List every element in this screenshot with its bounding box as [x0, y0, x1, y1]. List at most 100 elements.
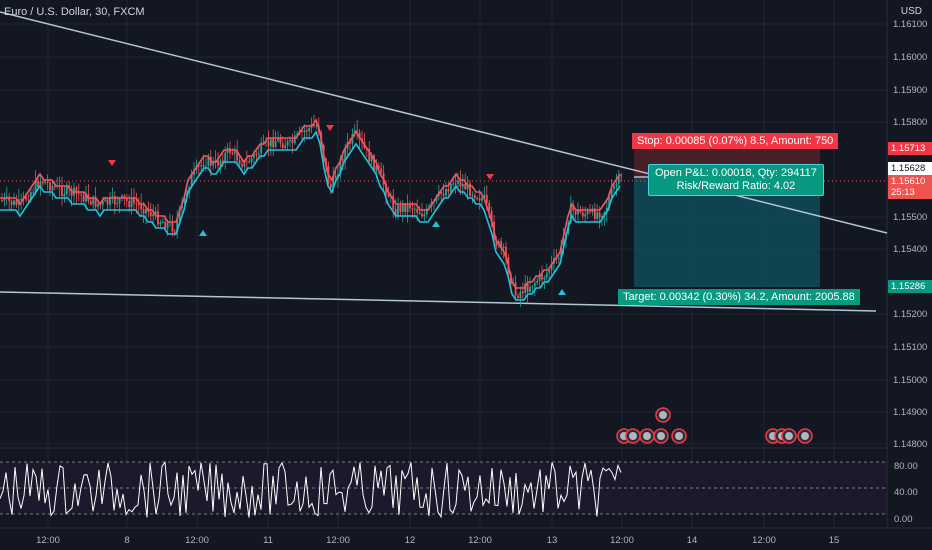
- economic-events[interactable]: [616, 407, 813, 444]
- candle-body: [20, 198, 23, 200]
- candle-body: [44, 182, 47, 184]
- candle-body: [404, 204, 407, 212]
- candle-body: [329, 184, 332, 188]
- candle-body: [332, 175, 335, 188]
- price-tick-label: 1.15200: [893, 309, 927, 320]
- lower-trendline[interactable]: [0, 291, 877, 312]
- candle-body: [370, 155, 373, 162]
- candle-body: [61, 187, 63, 197]
- candle-body: [257, 153, 260, 155]
- candle-body: [358, 132, 361, 139]
- candle-body: [380, 168, 383, 173]
- candle-body: [171, 222, 174, 232]
- candle-body: [80, 194, 83, 196]
- candle-body: [543, 277, 546, 280]
- price-tick-label: 1.16000: [893, 52, 927, 63]
- candle-body: [608, 197, 611, 208]
- candle-body: [572, 204, 575, 211]
- candle-body: [500, 241, 503, 249]
- candle-body: [243, 161, 246, 167]
- candle-body: [397, 205, 399, 216]
- candle-body: [514, 282, 517, 296]
- candle-body: [159, 222, 162, 225]
- candle-body: [517, 295, 519, 299]
- candle-body: [197, 165, 200, 167]
- candle-body: [46, 182, 49, 184]
- candle-body: [526, 283, 529, 292]
- candle-body: [418, 212, 421, 214]
- upper-trendline[interactable]: [0, 11, 888, 234]
- time-tick-label: 8: [124, 535, 129, 546]
- candle-body: [238, 160, 241, 164]
- candle-body: [524, 283, 527, 293]
- candle-body: [145, 208, 147, 214]
- candle-body: [303, 130, 306, 132]
- candle-body: [53, 186, 56, 188]
- bar-countdown: 25:13: [891, 187, 915, 198]
- candle-body: [123, 195, 126, 199]
- candle-body: [406, 203, 409, 212]
- candle-body: [505, 246, 507, 258]
- candle-body: [529, 287, 531, 292]
- candle-body: [202, 164, 205, 167]
- symbol-title[interactable]: Euro / U.S. Dollar, 30, FXCM: [4, 6, 145, 18]
- red-moving-average[interactable]: [0, 118, 621, 289]
- candle-body: [37, 180, 39, 188]
- candle-body: [620, 175, 623, 177]
- candle-body: [569, 204, 572, 223]
- candle-body: [248, 161, 251, 163]
- candle-body: [207, 156, 210, 166]
- candle-body: [274, 141, 277, 148]
- candle-body: [483, 194, 486, 198]
- candle-body: [349, 142, 351, 144]
- candle-body: [423, 214, 426, 217]
- candle-body: [27, 199, 30, 201]
- candle-body: [272, 138, 275, 148]
- candle-body: [106, 199, 109, 205]
- candle-body: [166, 222, 169, 229]
- candle-body: [536, 281, 539, 283]
- buy-signal-marker: [199, 230, 207, 236]
- candle-body: [613, 185, 615, 189]
- candle-body: [233, 150, 236, 154]
- candle-body: [140, 203, 143, 210]
- sell-signal-marker: [486, 174, 494, 180]
- candle-body: [589, 211, 591, 213]
- candle-body: [411, 208, 414, 210]
- candle-body: [610, 188, 613, 198]
- currency-label[interactable]: USD: [900, 6, 922, 17]
- candle-body: [25, 196, 27, 200]
- candle-body: [579, 209, 582, 213]
- candle-body: [593, 208, 596, 219]
- candle-body: [157, 211, 159, 225]
- candle-body: [586, 211, 589, 215]
- candle-body: [341, 159, 344, 161]
- candle-body: [442, 193, 445, 196]
- open-pl-label: Open P&L: 0.00018, Qty: 294117 Risk/Rewa…: [648, 164, 824, 196]
- cyan-moving-average[interactable]: [0, 130, 621, 301]
- candle-body: [416, 208, 419, 213]
- candle-body: [152, 214, 155, 217]
- candle-body: [178, 208, 181, 220]
- candle-body: [236, 150, 239, 161]
- time-tick-label: 12:00: [610, 535, 634, 546]
- time-tick-label: 12:00: [185, 535, 209, 546]
- candle-body: [560, 245, 563, 259]
- candle-body: [471, 195, 474, 197]
- price-tick-label: 1.15800: [893, 117, 927, 128]
- oscillator-line[interactable]: [0, 460, 622, 519]
- candle-body: [368, 148, 371, 162]
- candle-body: [478, 198, 481, 201]
- candle-body: [519, 291, 522, 299]
- candle-body: [557, 258, 560, 260]
- candle-body: [392, 195, 395, 209]
- candle-body: [301, 130, 303, 132]
- oscillator-tick-label: 0.00: [894, 514, 913, 525]
- candle-body: [118, 198, 121, 204]
- candle-body: [281, 143, 284, 148]
- candle-body: [425, 208, 428, 215]
- candle-body: [533, 282, 536, 287]
- candle-body: [596, 212, 599, 219]
